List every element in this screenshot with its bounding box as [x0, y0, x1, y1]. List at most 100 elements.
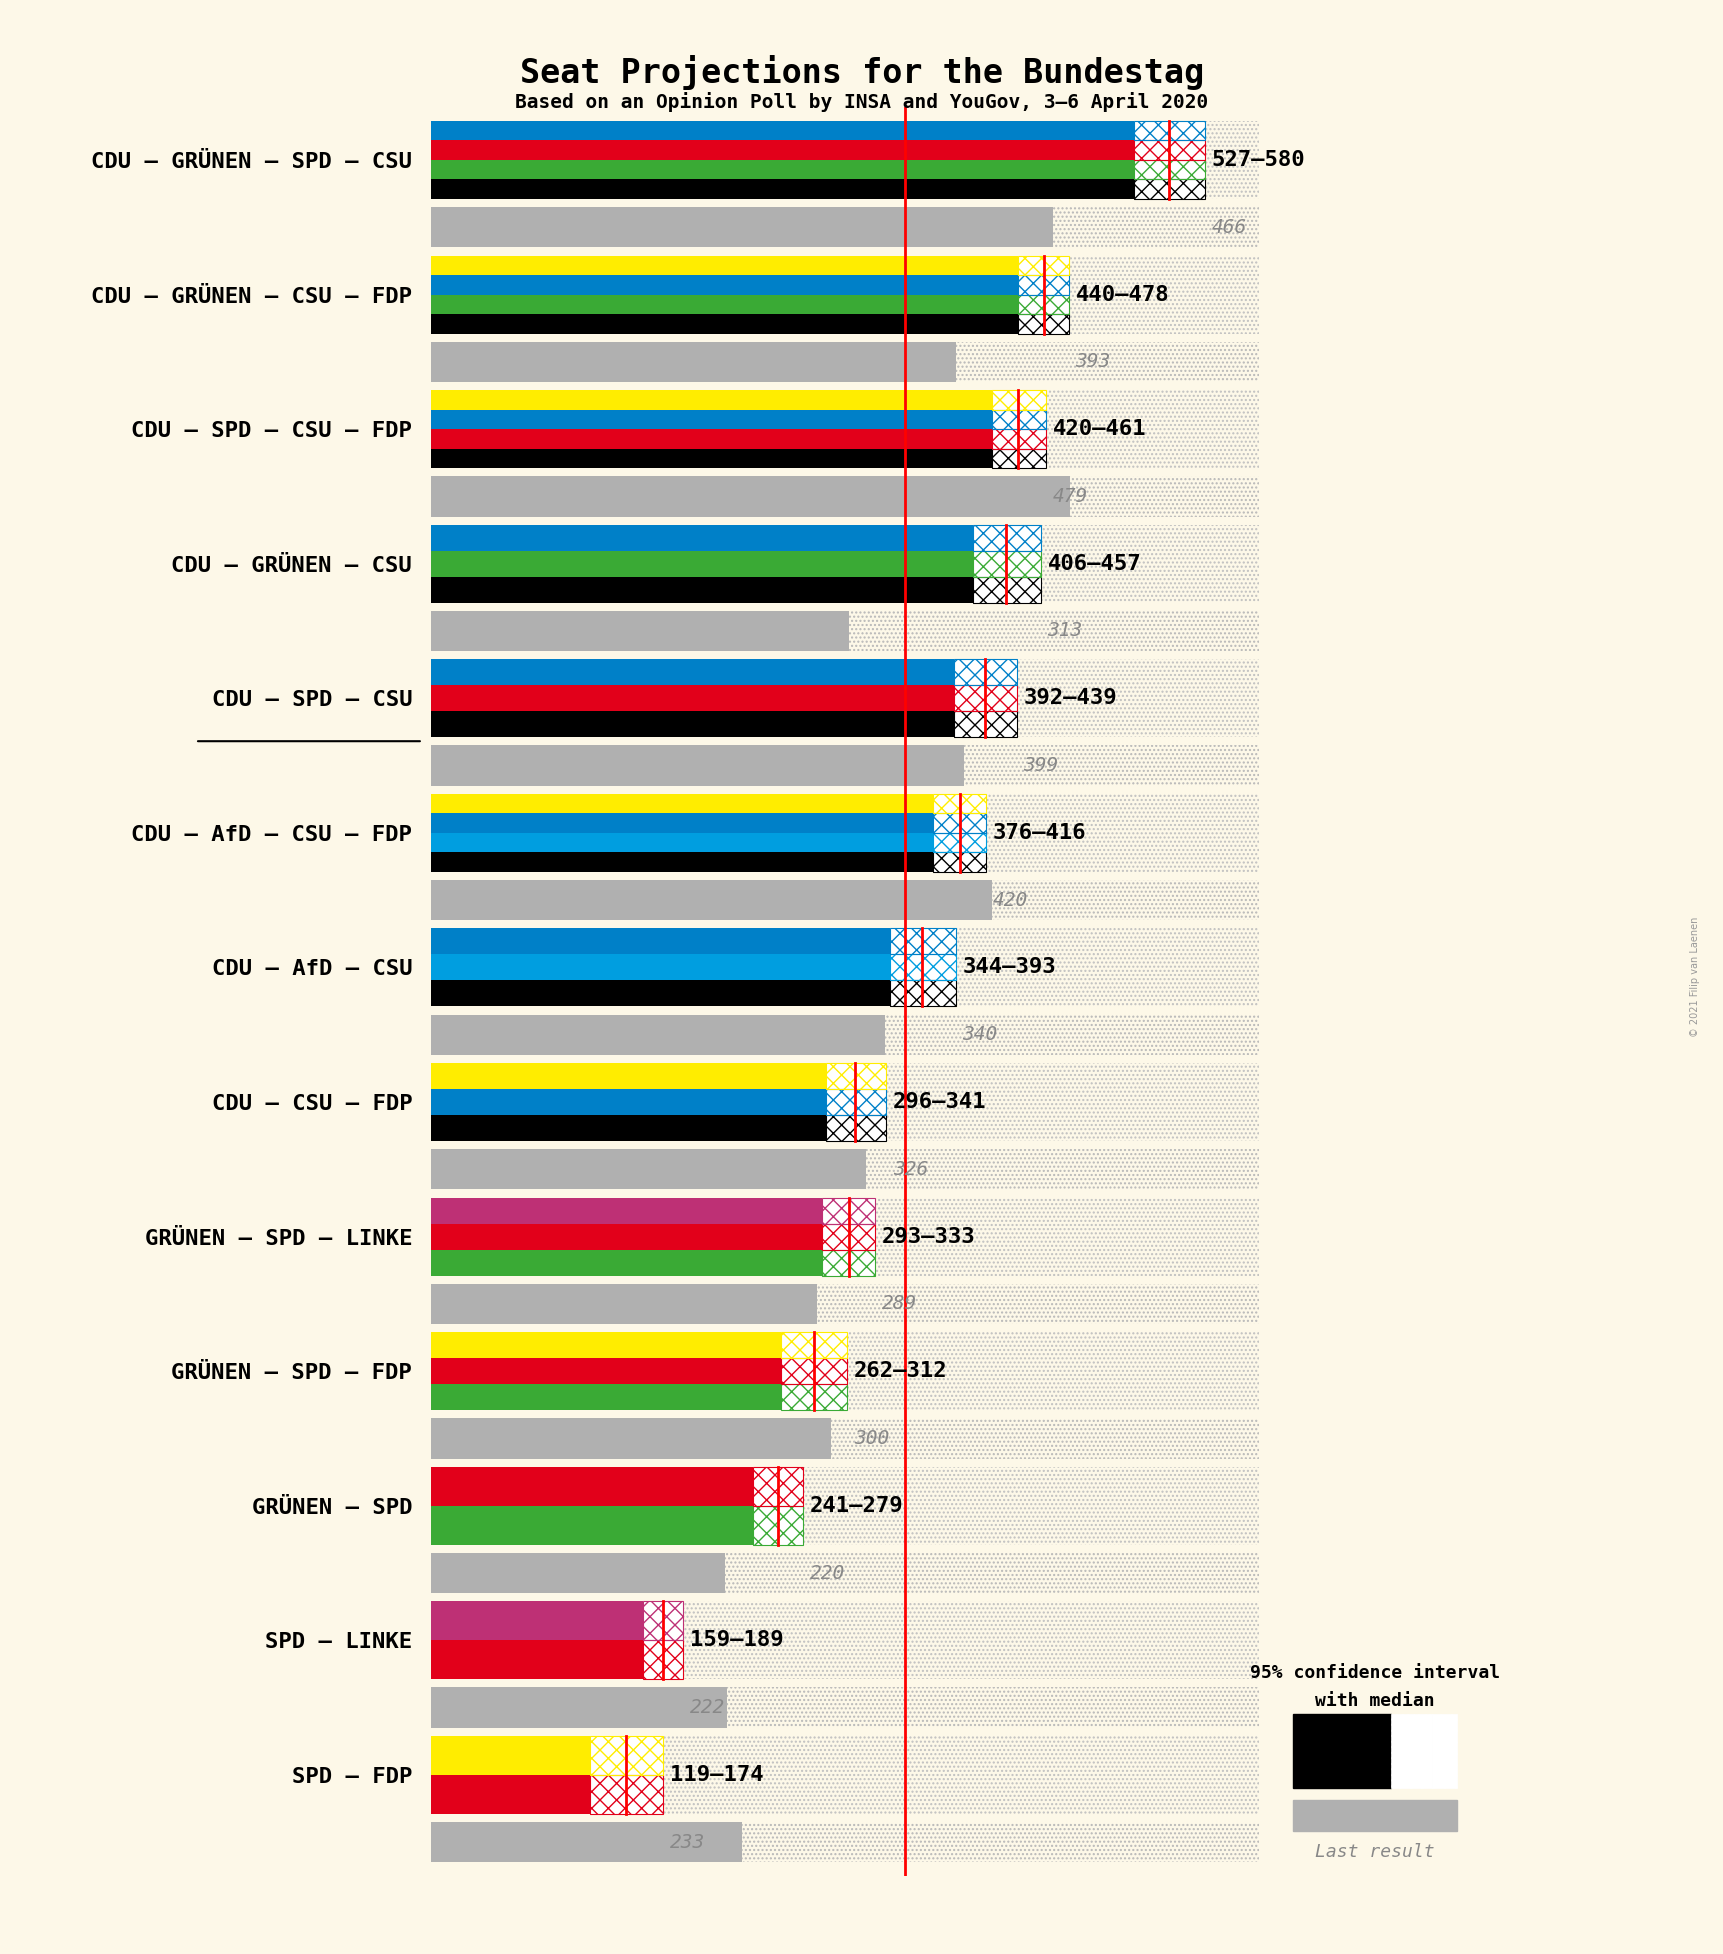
Bar — [589, 1735, 663, 1774]
Bar — [431, 744, 1258, 786]
Bar — [822, 1223, 875, 1251]
Bar — [822, 1223, 875, 1251]
Bar — [932, 832, 986, 852]
Bar — [825, 1088, 886, 1116]
Bar — [431, 526, 972, 551]
Bar — [1018, 315, 1068, 334]
Text: 376–416: 376–416 — [992, 823, 1085, 842]
Bar — [932, 793, 986, 813]
Bar — [431, 1467, 753, 1507]
Bar — [431, 477, 1070, 516]
Bar — [431, 832, 932, 852]
Text: 95% confidence interval: 95% confidence interval — [1249, 1665, 1499, 1682]
Bar — [781, 1358, 848, 1383]
Bar — [1134, 121, 1204, 141]
Bar — [953, 658, 1017, 686]
Text: 119–174: 119–174 — [670, 1764, 763, 1784]
Bar — [431, 121, 1258, 199]
Bar — [972, 526, 1041, 551]
Bar — [1134, 160, 1204, 180]
Bar — [1134, 180, 1204, 199]
Bar — [825, 1116, 886, 1141]
Bar — [825, 1063, 886, 1088]
Text: 406–457: 406–457 — [1048, 553, 1141, 574]
Bar — [1018, 276, 1068, 295]
Bar — [932, 813, 986, 832]
Bar — [643, 1639, 682, 1678]
Bar — [431, 1383, 781, 1411]
Bar — [932, 852, 986, 871]
Bar — [431, 954, 889, 981]
Text: 479: 479 — [1053, 487, 1087, 506]
Bar — [1018, 256, 1068, 276]
Text: 222: 222 — [689, 1698, 725, 1718]
Text: 241–279: 241–279 — [810, 1495, 903, 1516]
Bar — [431, 1821, 1258, 1862]
Bar — [932, 793, 986, 813]
Bar — [431, 879, 1258, 920]
Bar — [431, 1198, 1258, 1276]
Bar — [431, 1284, 1258, 1325]
Bar — [431, 180, 1134, 199]
Bar — [1018, 315, 1068, 334]
Text: Last result: Last result — [1315, 1843, 1434, 1860]
Bar — [991, 430, 1046, 449]
Bar — [431, 207, 1053, 248]
Bar — [889, 981, 955, 1006]
Text: with median: with median — [1315, 1692, 1434, 1710]
Text: 440–478: 440–478 — [1075, 285, 1168, 305]
Bar — [753, 1467, 803, 1507]
Text: 293–333: 293–333 — [882, 1227, 975, 1247]
Bar — [431, 410, 991, 430]
Bar — [431, 342, 955, 383]
Bar — [953, 658, 1017, 686]
Bar — [589, 1735, 663, 1774]
Bar — [431, 477, 1258, 516]
Bar — [431, 576, 972, 602]
Bar — [431, 391, 1258, 469]
Bar — [431, 1774, 589, 1813]
Bar — [431, 256, 1258, 334]
Text: 313: 313 — [1048, 621, 1082, 641]
Bar — [431, 793, 1258, 871]
Text: 527–580: 527–580 — [1211, 150, 1304, 170]
Bar — [431, 1358, 781, 1383]
Bar — [1134, 121, 1204, 141]
Bar — [431, 1419, 830, 1458]
Bar — [953, 711, 1017, 737]
Text: 262–312: 262–312 — [853, 1362, 948, 1381]
Bar — [753, 1507, 803, 1546]
Bar — [825, 1116, 886, 1141]
Bar — [431, 612, 1258, 651]
Text: 420–461: 420–461 — [1053, 418, 1146, 440]
Text: 220: 220 — [810, 1563, 844, 1583]
Text: Based on an Opinion Poll by INSA and YouGov, 3–6 April 2020: Based on an Opinion Poll by INSA and You… — [515, 92, 1208, 111]
Bar — [1018, 295, 1068, 315]
Bar — [753, 1507, 803, 1546]
Bar — [825, 1088, 886, 1116]
Bar — [953, 686, 1017, 711]
Bar — [889, 954, 955, 981]
Bar — [1018, 256, 1068, 276]
Text: 300: 300 — [853, 1428, 889, 1448]
Bar — [431, 342, 1258, 383]
Bar — [431, 1419, 1258, 1458]
Bar — [889, 928, 955, 954]
Bar — [431, 551, 972, 576]
Bar — [431, 1063, 1258, 1141]
Bar — [431, 256, 1018, 276]
Bar — [781, 1383, 848, 1411]
Bar — [1134, 180, 1204, 199]
Bar — [431, 658, 1258, 737]
Bar — [753, 1467, 803, 1507]
Text: 233: 233 — [670, 1833, 705, 1852]
Bar — [431, 207, 1258, 248]
Bar — [932, 813, 986, 832]
Bar — [431, 793, 932, 813]
Bar — [431, 295, 1018, 315]
Bar — [889, 954, 955, 981]
Bar — [431, 1639, 643, 1678]
Bar — [781, 1333, 848, 1358]
Bar — [1018, 276, 1068, 295]
Bar — [431, 879, 991, 920]
